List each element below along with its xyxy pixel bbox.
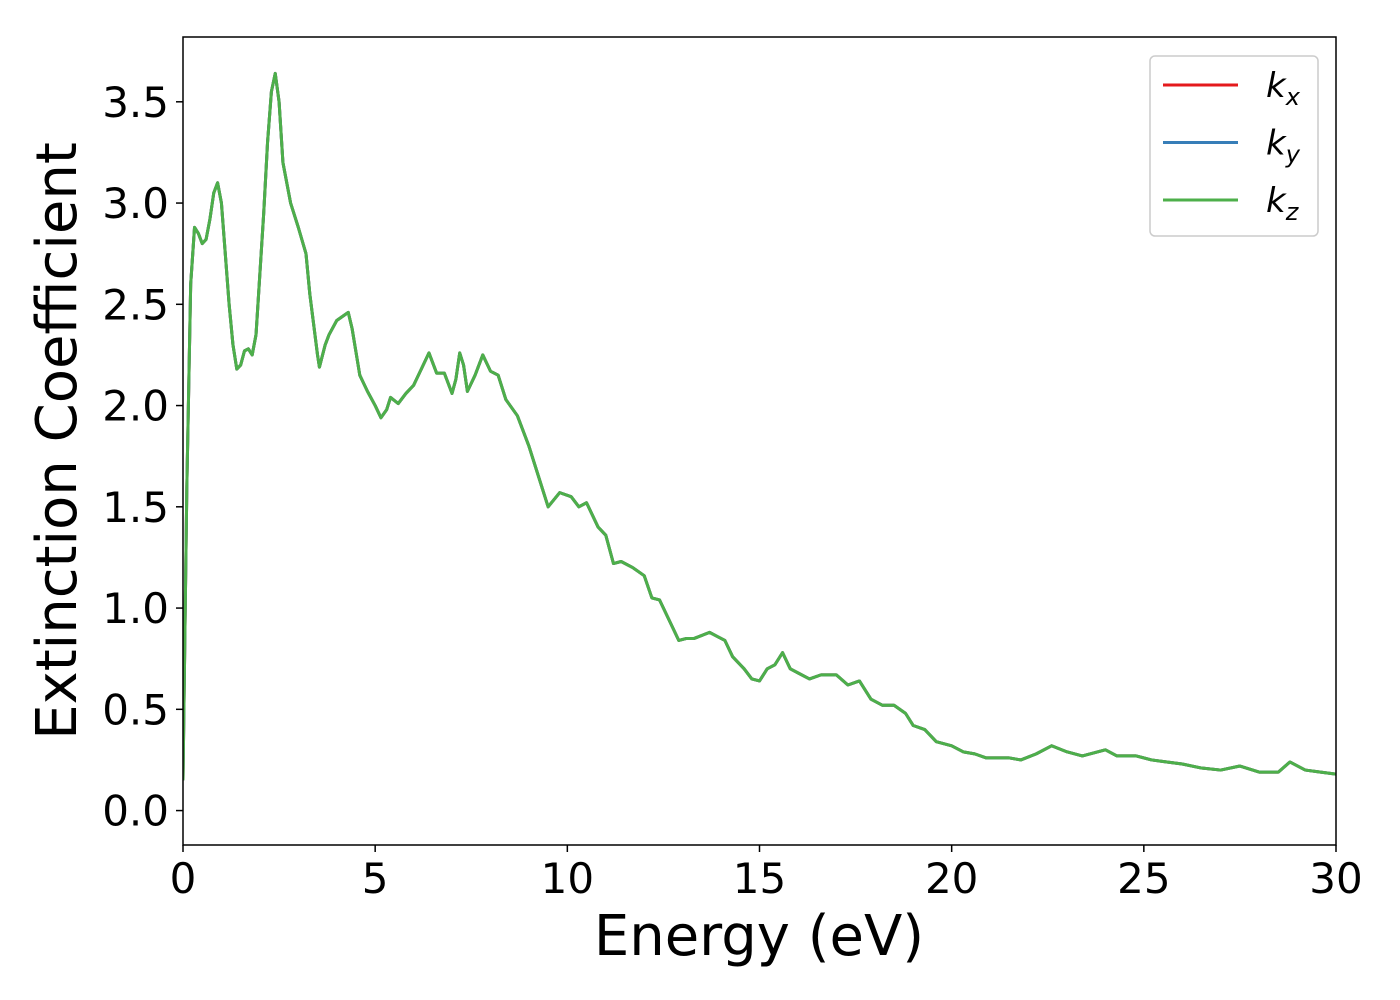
x-tick-label: 0 [170,854,197,903]
legend-label: kx [1266,66,1301,111]
plot-frame [182,36,1337,846]
y-tick-label: 0.5 [102,685,169,734]
x-tick-label: 25 [1117,854,1170,903]
y-tick-label: 0.0 [102,787,169,836]
series-line [183,71,1336,781]
y-axis-label: Extinction Coefficient [25,142,90,740]
x-tick-label: 20 [925,854,978,903]
legend-box [1149,55,1319,237]
y-tick-label: 3.5 [102,78,169,127]
legend: kx ky kz [1149,55,1319,237]
x-tick-label: 30 [1309,854,1362,903]
y-tick-label: 2.0 [102,382,169,431]
y-tick-label: 1.5 [102,483,169,532]
y-tick-label: 3.0 [102,179,169,228]
legend-label: ky [1266,124,1301,169]
legend-label: kz [1266,181,1300,226]
y-tick-label: 1.0 [102,584,169,633]
x-tick-label: 15 [733,854,786,903]
x-tick-label: 10 [541,854,594,903]
x-tick-label: 5 [362,854,389,903]
y-tick-label: 2.5 [102,280,169,329]
x-axis-label: Energy (eV) [594,904,924,969]
